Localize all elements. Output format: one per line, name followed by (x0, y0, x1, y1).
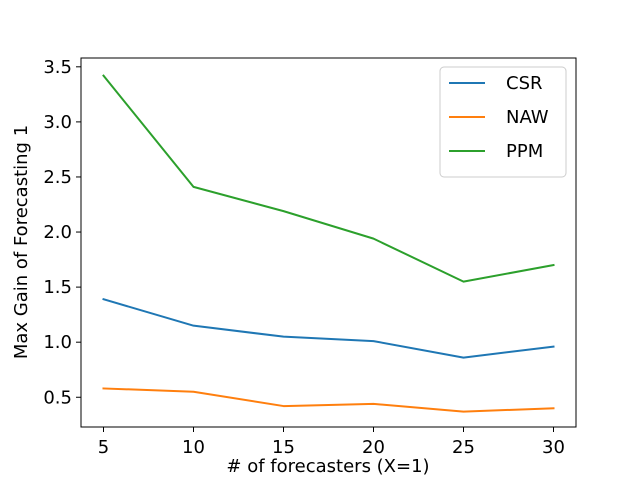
y-tick-label: 3.0 (43, 112, 72, 133)
x-axis-label: # of forecasters (X=1) (226, 456, 429, 477)
y-tick-label: 2.0 (43, 222, 72, 243)
legend-label-naw: NAW (506, 107, 549, 128)
y-tick-label: 1.0 (43, 332, 72, 353)
series-line-naw (102, 387, 555, 413)
legend: CSR NAW PPM (439, 66, 567, 178)
legend-label-ppm: PPM (506, 141, 543, 162)
y-tick-label: 3.5 (43, 57, 72, 78)
plot-area (80, 57, 577, 428)
legend-label-csr: CSR (506, 73, 543, 94)
y-axis-label: Max Gain of Forecasting 1 (11, 125, 32, 359)
series-layer (102, 74, 555, 413)
series-line-ppm (102, 74, 555, 283)
x-tick-label: 15 (272, 437, 295, 458)
x-axis: 5 10 15 20 25 30 (98, 427, 565, 458)
legend-box (439, 66, 567, 178)
x-tick-label: 5 (98, 437, 109, 458)
y-tick-label: 0.5 (43, 387, 72, 408)
y-tick-label: 2.5 (43, 167, 72, 188)
x-tick-label: 25 (452, 437, 475, 458)
y-tick-label: 1.5 (43, 277, 72, 298)
x-tick-label: 30 (542, 437, 565, 458)
x-tick-label: 20 (362, 437, 385, 458)
y-axis: 0.5 1.0 1.5 2.0 2.5 3.0 3.5 (43, 57, 81, 408)
plot-frame (80, 57, 577, 428)
x-tick-label: 10 (182, 437, 205, 458)
series-line-csr (102, 297, 555, 359)
